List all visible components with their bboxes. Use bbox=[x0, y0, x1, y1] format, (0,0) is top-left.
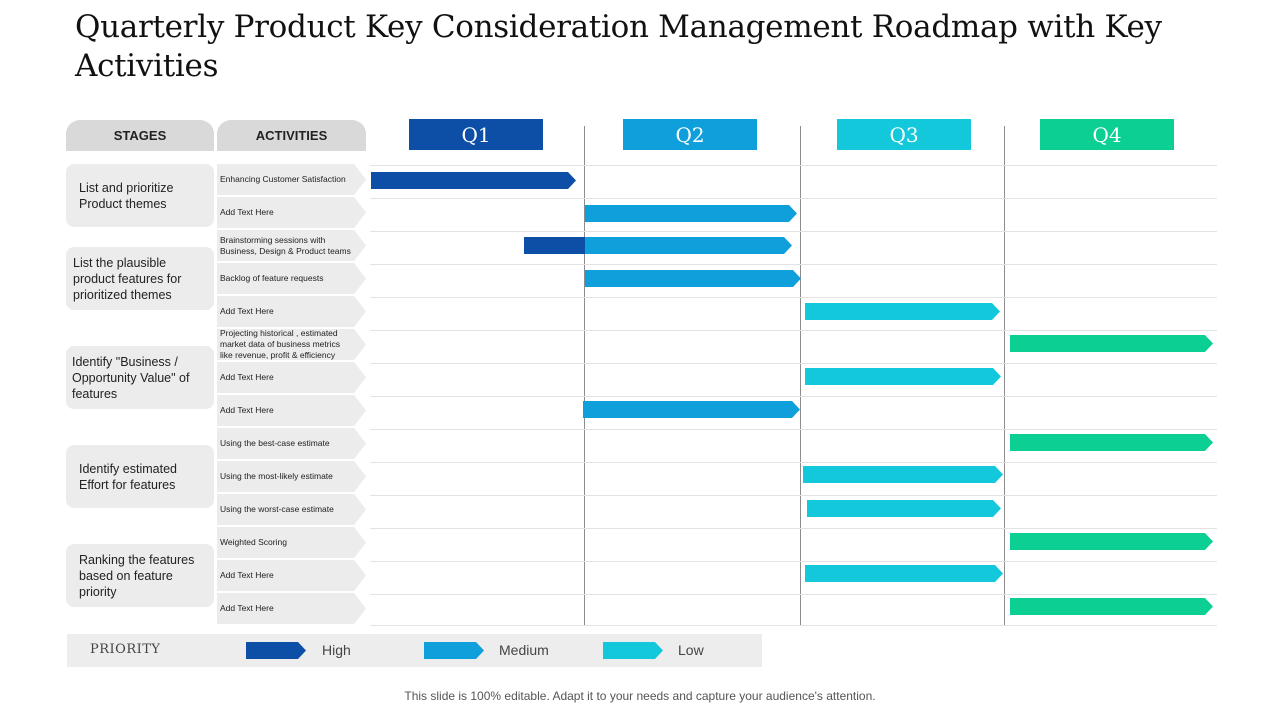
stage-box: Ranking the features based on feature pr… bbox=[66, 544, 214, 607]
row-divider bbox=[370, 330, 1217, 331]
activity-item: Brainstorming sessions with Business, De… bbox=[217, 230, 366, 261]
row-divider bbox=[370, 495, 1217, 496]
page-title: Quarterly Product Key Consideration Mana… bbox=[75, 9, 1162, 84]
stage-box: Identify "Business / Opportunity Value" … bbox=[66, 346, 214, 409]
quarter-header-q2: Q2 bbox=[623, 119, 757, 150]
activity-item: Weighted Scoring bbox=[217, 527, 366, 558]
row-divider bbox=[370, 198, 1217, 199]
activity-item: Add Text Here bbox=[217, 593, 366, 624]
legend-label-low: Low bbox=[678, 642, 704, 658]
legend-label-high: High bbox=[322, 642, 351, 658]
timeline-bar-medium bbox=[585, 205, 797, 222]
quarter-divider bbox=[800, 126, 801, 625]
activity-item: Add Text Here bbox=[217, 197, 366, 228]
row-divider bbox=[370, 396, 1217, 397]
stage-box: Identify estimated Effort for features bbox=[66, 445, 214, 508]
footer-note: This slide is 100% editable. Adapt it to… bbox=[404, 689, 876, 703]
activity-item: Add Text Here bbox=[217, 296, 366, 327]
activity-item: Using the worst-case estimate bbox=[217, 494, 366, 525]
legend-swatch-medium bbox=[424, 642, 484, 659]
activity-item: Add Text Here bbox=[217, 560, 366, 591]
row-divider bbox=[370, 231, 1217, 232]
activity-item: Add Text Here bbox=[217, 362, 366, 393]
timeline-bar-low bbox=[807, 500, 1001, 517]
activity-item: Backlog of feature requests bbox=[217, 263, 366, 294]
priority-legend: PRIORITY High Medium Low bbox=[67, 634, 762, 667]
quarter-header-q1: Q1 bbox=[409, 119, 543, 150]
timeline-bar-low bbox=[805, 368, 1001, 385]
legend-label-medium: Medium bbox=[499, 642, 549, 658]
legend-swatch-high bbox=[246, 642, 306, 659]
quarter-divider bbox=[584, 126, 585, 625]
activity-item: Add Text Here bbox=[217, 395, 366, 426]
legend-swatch-low bbox=[603, 642, 663, 659]
stage-box: List the plausible product features for … bbox=[66, 247, 214, 310]
row-divider bbox=[370, 264, 1217, 265]
stage-box: List and prioritize Product themes bbox=[66, 164, 214, 227]
timeline-bar-high bbox=[371, 172, 576, 189]
row-divider bbox=[370, 363, 1217, 364]
activity-item: Using the most-likely estimate bbox=[217, 461, 366, 492]
row-divider bbox=[370, 594, 1217, 595]
legend-title: PRIORITY bbox=[90, 642, 161, 657]
timeline-bar-high bbox=[524, 237, 585, 254]
timeline-bar-low bbox=[805, 565, 1003, 582]
row-divider bbox=[370, 297, 1217, 298]
row-divider bbox=[370, 561, 1217, 562]
timeline-bar-medium bbox=[583, 401, 800, 418]
row-divider bbox=[370, 625, 1217, 626]
row-divider bbox=[370, 528, 1217, 529]
row-divider bbox=[370, 429, 1217, 430]
timeline-bar-medium bbox=[585, 237, 792, 254]
activity-item: Using the best-case estimate bbox=[217, 428, 366, 459]
quarter-header-q4: Q4 bbox=[1040, 119, 1174, 150]
timeline-bar-q4 bbox=[1010, 434, 1213, 451]
timeline-bar-low bbox=[805, 303, 1000, 320]
timeline-bar-q4 bbox=[1010, 335, 1213, 352]
activities-header: ACTIVITIES bbox=[217, 120, 366, 151]
timeline-bar-medium bbox=[585, 270, 801, 287]
activity-item: Enhancing Customer Satisfaction bbox=[217, 164, 366, 195]
timeline-bar-q4 bbox=[1010, 533, 1213, 550]
stages-header: STAGES bbox=[66, 120, 214, 151]
timeline-bar-q4 bbox=[1010, 598, 1213, 615]
row-divider bbox=[370, 165, 1217, 166]
quarter-header-q3: Q3 bbox=[837, 119, 971, 150]
timeline-bar-low bbox=[803, 466, 1003, 483]
quarter-divider bbox=[1004, 126, 1005, 625]
activity-item: Projecting historical , estimated market… bbox=[217, 329, 366, 360]
row-divider bbox=[370, 462, 1217, 463]
